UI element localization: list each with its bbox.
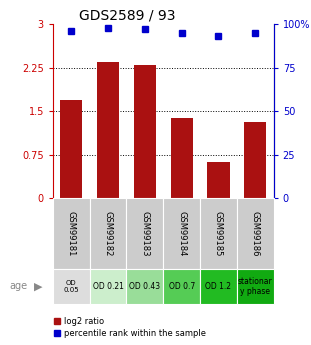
Bar [163,198,200,269]
Bar [237,198,274,269]
Text: OD 0.21: OD 0.21 [93,282,123,291]
Text: GSM99185: GSM99185 [214,211,223,256]
Bar [127,198,163,269]
Bar [127,269,163,304]
Text: age: age [9,282,27,291]
Legend: log2 ratio, percentile rank within the sample: log2 ratio, percentile rank within the s… [51,314,210,341]
Text: GSM99181: GSM99181 [67,211,76,256]
Bar [97,62,119,198]
Text: OD 1.2: OD 1.2 [206,282,231,291]
Bar [53,198,90,269]
Bar [244,122,266,198]
Text: GSM99186: GSM99186 [251,211,260,256]
Bar [200,198,237,269]
Text: OD 0.43: OD 0.43 [129,282,160,291]
Bar [237,269,274,304]
Bar [60,100,82,198]
Text: GDS2589 / 93: GDS2589 / 93 [79,9,176,23]
Bar [90,198,127,269]
Text: GSM99184: GSM99184 [177,211,186,256]
Bar [90,269,127,304]
Bar [53,269,90,304]
Bar [207,162,230,198]
Text: ▶: ▶ [34,282,43,291]
Bar [200,269,237,304]
Text: OD
0.05: OD 0.05 [63,280,79,293]
Bar [171,118,193,198]
Bar [134,65,156,198]
Bar [163,269,200,304]
Text: GSM99183: GSM99183 [140,211,149,256]
Text: stationar
y phase: stationar y phase [238,277,273,296]
Text: GSM99182: GSM99182 [104,211,113,256]
Text: OD 0.7: OD 0.7 [169,282,195,291]
